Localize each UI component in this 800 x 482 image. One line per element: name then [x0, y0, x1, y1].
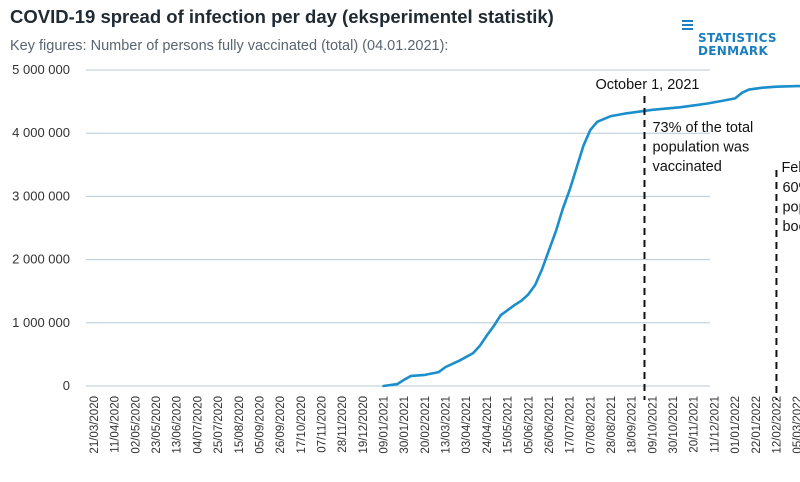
- x-tick-label: 17/10/2020: [296, 396, 308, 454]
- x-tick-label: 05/06/2021: [523, 396, 535, 454]
- chart-subtitle: Key figures: Number of persons fully vac…: [10, 38, 449, 54]
- x-tick-label: 09/10/2021: [647, 396, 659, 454]
- x-tick-label: 07/08/2021: [585, 396, 597, 454]
- chart-title: COVID-19 spread of infection per day (ek…: [10, 6, 554, 27]
- vaccinated-series-line: [382, 84, 800, 388]
- x-tick-label: 04/07/2020: [192, 396, 204, 454]
- annotation-text-oct-2021: vaccinated: [652, 159, 721, 175]
- x-tick-label: 18/09/2021: [627, 396, 639, 454]
- x-tick-label: 11/04/2020: [110, 396, 122, 453]
- x-tick-label: 02/05/2020: [130, 396, 142, 454]
- x-tick-label: 26/09/2020: [275, 396, 287, 454]
- x-tick-label: 01/01/2022: [730, 396, 742, 454]
- x-tick-label: 09/01/2021: [379, 396, 391, 454]
- y-tick-label: 1 000 000: [12, 315, 70, 330]
- x-tick-label: 28/08/2021: [606, 396, 618, 454]
- x-tick-label: 26/06/2021: [544, 396, 556, 454]
- x-tick-label: 28/11/2020: [337, 396, 349, 453]
- annotation-text-feb-2022: population received: [782, 200, 800, 216]
- logo-line2: DENMARK: [698, 44, 769, 58]
- logo-mark-icon: [682, 20, 693, 30]
- x-tick-label: 17/07/2021: [565, 396, 577, 454]
- x-tick-label: 12/02/2022: [771, 396, 783, 454]
- y-tick-label: 3 000 000: [12, 188, 70, 203]
- x-tick-label: 22/01/2022: [751, 396, 763, 454]
- x-tick-label: 23/05/2020: [151, 396, 163, 454]
- y-tick-label: 5 000 000: [12, 62, 70, 77]
- x-tick-label: 13/03/2021: [441, 396, 453, 454]
- x-tick-label: 05/09/2020: [254, 396, 266, 454]
- annotation-text-feb-2022: booster dose: [782, 219, 800, 235]
- x-tick-label: 15/05/2021: [503, 396, 515, 454]
- logo-line1: STATISTICS: [698, 31, 777, 45]
- annotation-date-feb-2022: Feb 12, 2022: [781, 160, 800, 176]
- x-tick-label: 20/11/2021: [689, 396, 701, 453]
- x-tick-label: 11/12/2021: [709, 396, 721, 453]
- annotation-text-oct-2021: population was: [652, 140, 749, 156]
- statistics-denmark-logo: STATISTICS DENMARK: [680, 17, 788, 59]
- x-tick-label: 30/01/2021: [399, 396, 411, 454]
- x-tick-label: 07/11/2020: [316, 396, 328, 453]
- x-tick-label: 25/07/2020: [213, 396, 225, 454]
- x-tick-label: 03/04/2021: [461, 396, 473, 454]
- x-tick-label: 20/02/2021: [420, 396, 432, 454]
- annotation-text-feb-2022: 60% of the total: [782, 180, 800, 196]
- x-tick-label: 15/08/2020: [234, 396, 246, 454]
- x-tick-label: 05/03/2022: [792, 396, 800, 454]
- x-tick-label: 24/04/2021: [482, 396, 494, 454]
- annotation-date-oct-2021: October 1, 2021: [595, 77, 699, 93]
- y-tick-label: 4 000 000: [12, 125, 70, 140]
- annotation-text-oct-2021: 73% of the total: [652, 120, 753, 136]
- y-tick-label: 2 000 000: [12, 252, 70, 267]
- x-tick-label: 19/12/2020: [358, 396, 370, 454]
- y-tick-label: 0: [63, 378, 70, 393]
- x-tick-label: 13/06/2020: [172, 396, 184, 454]
- x-tick-label: 21/03/2020: [89, 396, 101, 454]
- x-tick-label: 30/10/2021: [668, 396, 680, 454]
